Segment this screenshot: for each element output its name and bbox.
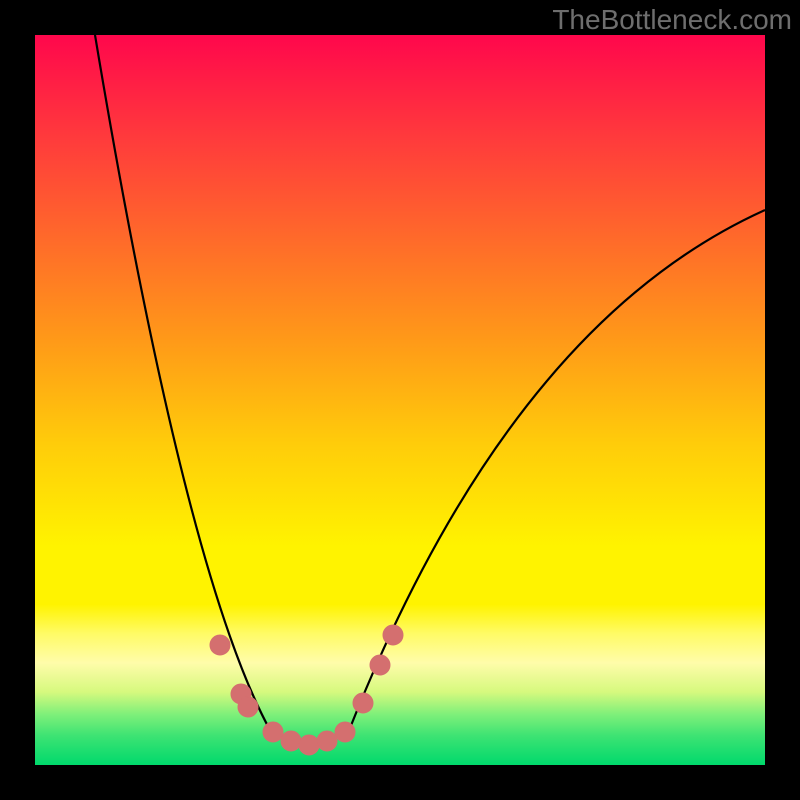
data-marker	[299, 735, 319, 755]
chart-frame: TheBottleneck.com	[0, 0, 800, 800]
data-marker	[210, 635, 230, 655]
data-marker	[238, 697, 258, 717]
data-marker	[383, 625, 403, 645]
data-marker	[353, 693, 373, 713]
watermark-label: TheBottleneck.com	[552, 4, 792, 36]
plot-area	[35, 35, 765, 765]
data-marker	[335, 722, 355, 742]
data-marker	[263, 722, 283, 742]
chart-svg	[35, 35, 765, 765]
data-marker	[281, 731, 301, 751]
data-marker	[317, 731, 337, 751]
data-marker	[370, 655, 390, 675]
plot-background	[35, 35, 765, 765]
